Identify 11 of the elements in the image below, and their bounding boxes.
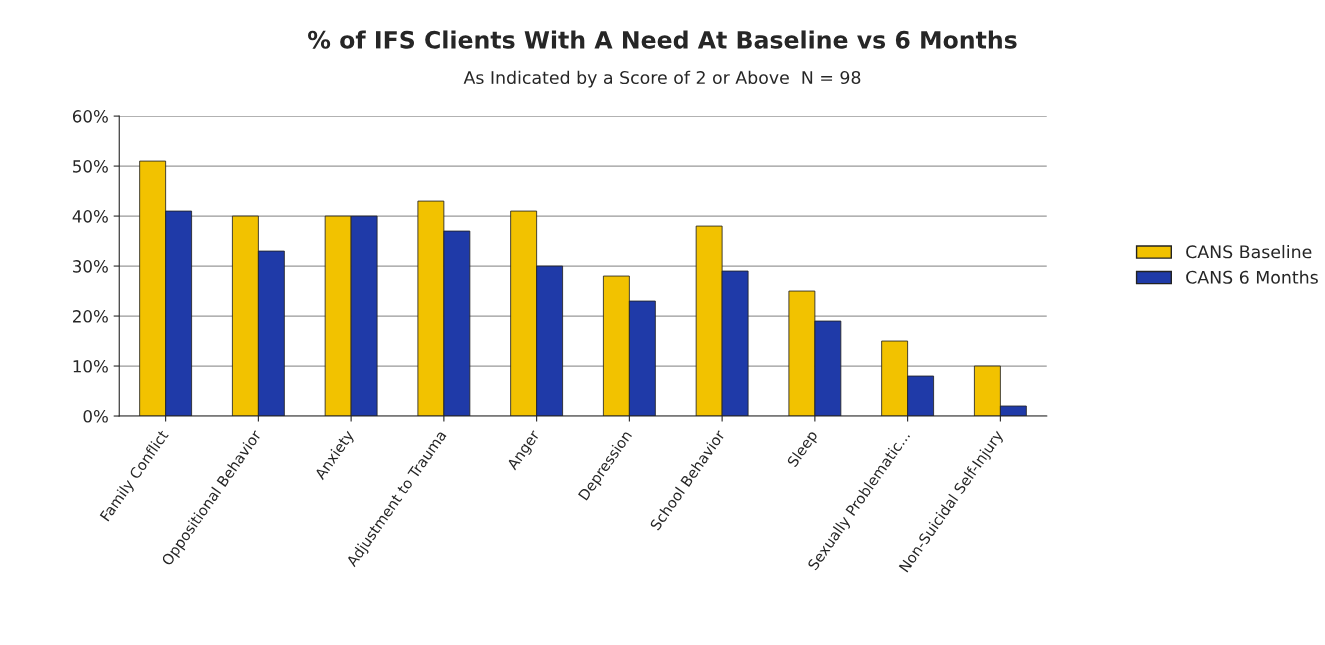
chart-title: % of IFS Clients With A Need At Baseline vs 6 Months bbox=[308, 30, 1017, 49]
y-tick-label: 30% bbox=[73, 260, 108, 273]
legend-label: CANS Baseline bbox=[1186, 244, 1312, 259]
y-tick-label: 50% bbox=[73, 160, 108, 173]
y-tick-label: 20% bbox=[73, 310, 108, 323]
legend-label: CANS 6 Months bbox=[1186, 270, 1318, 284]
y-tick-label: 60% bbox=[72, 110, 108, 123]
y-tick-label: 40% bbox=[72, 210, 108, 223]
chart-subtitle: As Indicated by a Score of 2 or Above N = 98 bbox=[463, 70, 861, 88]
y-tick-label: 0% bbox=[83, 409, 108, 423]
y-tick-label: 10% bbox=[73, 360, 108, 373]
